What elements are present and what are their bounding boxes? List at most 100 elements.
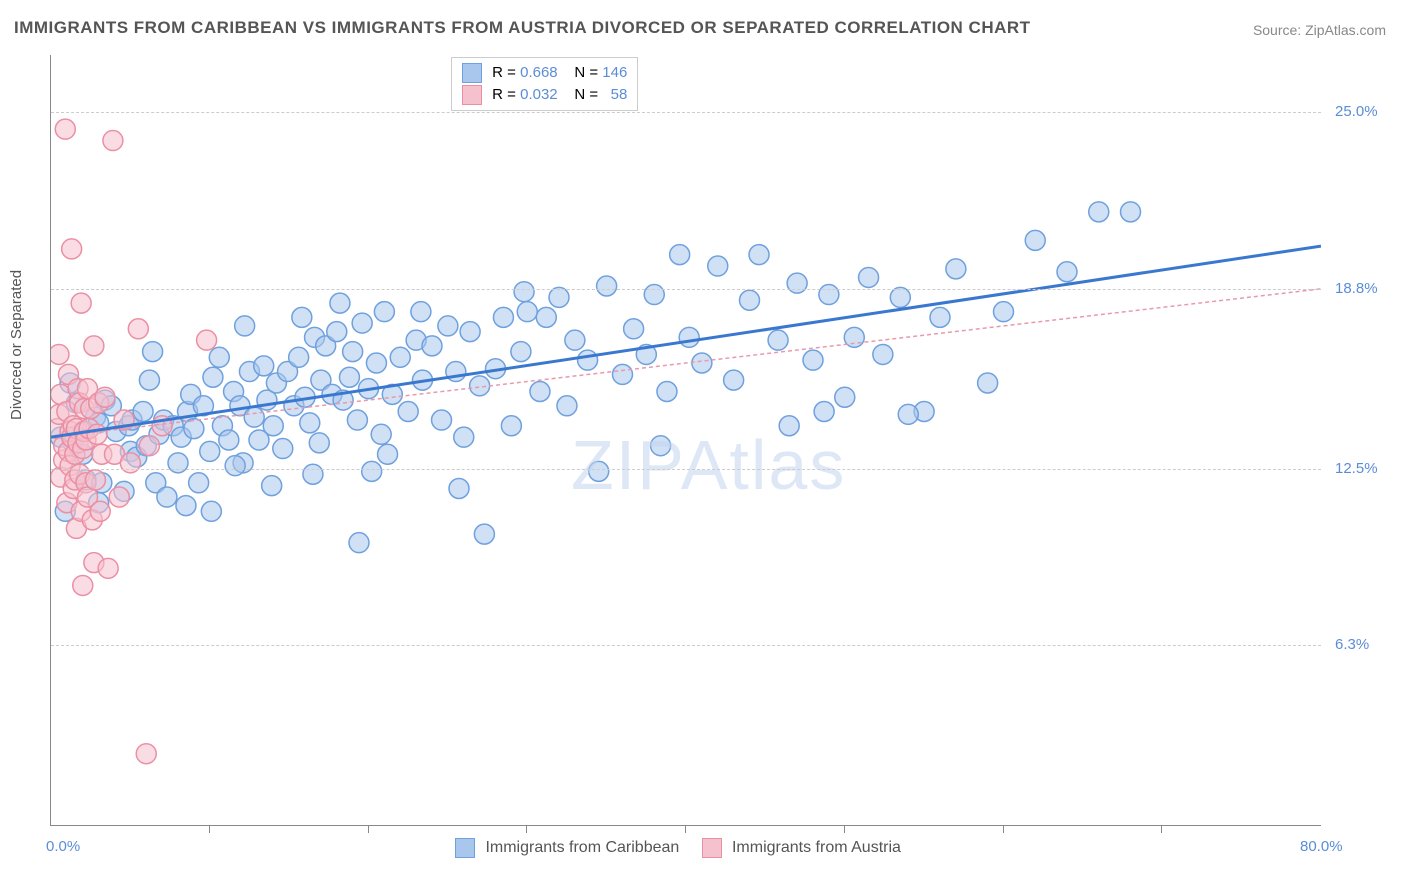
r-val-b: 0.032: [520, 86, 558, 103]
data-point: [139, 436, 159, 456]
data-point: [514, 282, 534, 302]
data-point: [530, 382, 550, 402]
data-point: [517, 302, 537, 322]
data-point: [613, 364, 633, 384]
data-point: [501, 416, 521, 436]
data-point: [176, 496, 196, 516]
data-point: [749, 245, 769, 265]
correlation-legend: R = 0.668 N = 146 R = 0.032 N = 58: [451, 57, 638, 111]
data-point: [55, 119, 75, 139]
data-point: [366, 353, 386, 373]
data-point: [133, 401, 153, 421]
data-point: [787, 273, 807, 293]
x-tick-mark: [368, 825, 369, 833]
data-point: [139, 370, 159, 390]
data-point: [890, 287, 910, 307]
data-point: [578, 350, 598, 370]
swatch-b-icon: [702, 838, 722, 858]
data-point: [197, 330, 217, 350]
data-point: [120, 453, 140, 473]
data-point: [157, 487, 177, 507]
gridline: [51, 289, 1321, 290]
data-point: [98, 558, 118, 578]
x-tick-mark: [844, 825, 845, 833]
data-point: [994, 302, 1014, 322]
data-point: [209, 347, 229, 367]
data-point: [549, 287, 569, 307]
y-tick-label: 25.0%: [1335, 103, 1378, 120]
data-point: [189, 473, 209, 493]
data-point: [454, 427, 474, 447]
data-point: [779, 416, 799, 436]
data-point: [930, 307, 950, 327]
data-point: [51, 344, 69, 364]
data-point: [330, 293, 350, 313]
data-point: [103, 131, 123, 151]
y-tick-label: 18.8%: [1335, 280, 1378, 297]
data-point: [511, 342, 531, 362]
data-point: [343, 342, 363, 362]
data-point: [235, 316, 255, 336]
source-label: Source: ZipAtlas.com: [1253, 22, 1386, 38]
y-tick-label: 12.5%: [1335, 460, 1378, 477]
data-point: [390, 347, 410, 367]
data-point: [327, 322, 347, 342]
data-point: [679, 327, 699, 347]
data-point: [73, 575, 93, 595]
swatch-b-icon: [462, 85, 482, 105]
data-point: [411, 302, 431, 322]
data-point: [589, 461, 609, 481]
data-point: [740, 290, 760, 310]
data-point: [200, 441, 220, 461]
r-label: R =: [492, 64, 516, 81]
data-point: [300, 413, 320, 433]
data-point: [565, 330, 585, 350]
data-point: [201, 501, 221, 521]
x-tick-mark: [685, 825, 686, 833]
data-point: [470, 376, 490, 396]
data-point: [1025, 230, 1045, 250]
data-point: [898, 404, 918, 424]
data-point: [309, 433, 329, 453]
gridline: [51, 645, 1321, 646]
data-point: [225, 456, 245, 476]
data-point: [835, 387, 855, 407]
data-point: [349, 533, 369, 553]
data-point: [263, 416, 283, 436]
y-tick-label: 6.3%: [1335, 636, 1369, 653]
data-point: [143, 342, 163, 362]
data-point: [657, 382, 677, 402]
data-point: [460, 322, 480, 342]
data-point: [109, 487, 129, 507]
data-point: [946, 259, 966, 279]
data-point: [374, 302, 394, 322]
data-point: [168, 453, 188, 473]
swatch-a-icon: [462, 63, 482, 83]
gridline: [51, 469, 1321, 470]
data-point: [651, 436, 671, 456]
data-point: [84, 336, 104, 356]
data-point: [536, 307, 556, 327]
data-point: [203, 367, 223, 387]
data-point: [347, 410, 367, 430]
data-point: [1057, 262, 1077, 282]
data-point: [597, 276, 617, 296]
plot-area: ZIPAtlas R = 0.668 N = 146 R = 0.032 N =…: [50, 55, 1321, 826]
data-point: [378, 444, 398, 464]
data-point: [474, 524, 494, 544]
n-label: N =: [574, 64, 598, 81]
n-val-b: 58: [611, 86, 628, 103]
data-point: [819, 285, 839, 305]
series-a-label: Immigrants from Caribbean: [485, 839, 679, 856]
data-point: [493, 307, 513, 327]
regression-line: [51, 289, 1321, 437]
scatter-svg: [51, 55, 1321, 825]
swatch-a-icon: [455, 838, 475, 858]
legend-row-a: R = 0.668 N = 146: [462, 62, 627, 84]
data-point: [624, 319, 644, 339]
data-point: [859, 267, 879, 287]
y-axis-label: Divorced or Separated: [8, 270, 25, 420]
x-tick-mark: [209, 825, 210, 833]
data-point: [303, 464, 323, 484]
data-point: [339, 367, 359, 387]
